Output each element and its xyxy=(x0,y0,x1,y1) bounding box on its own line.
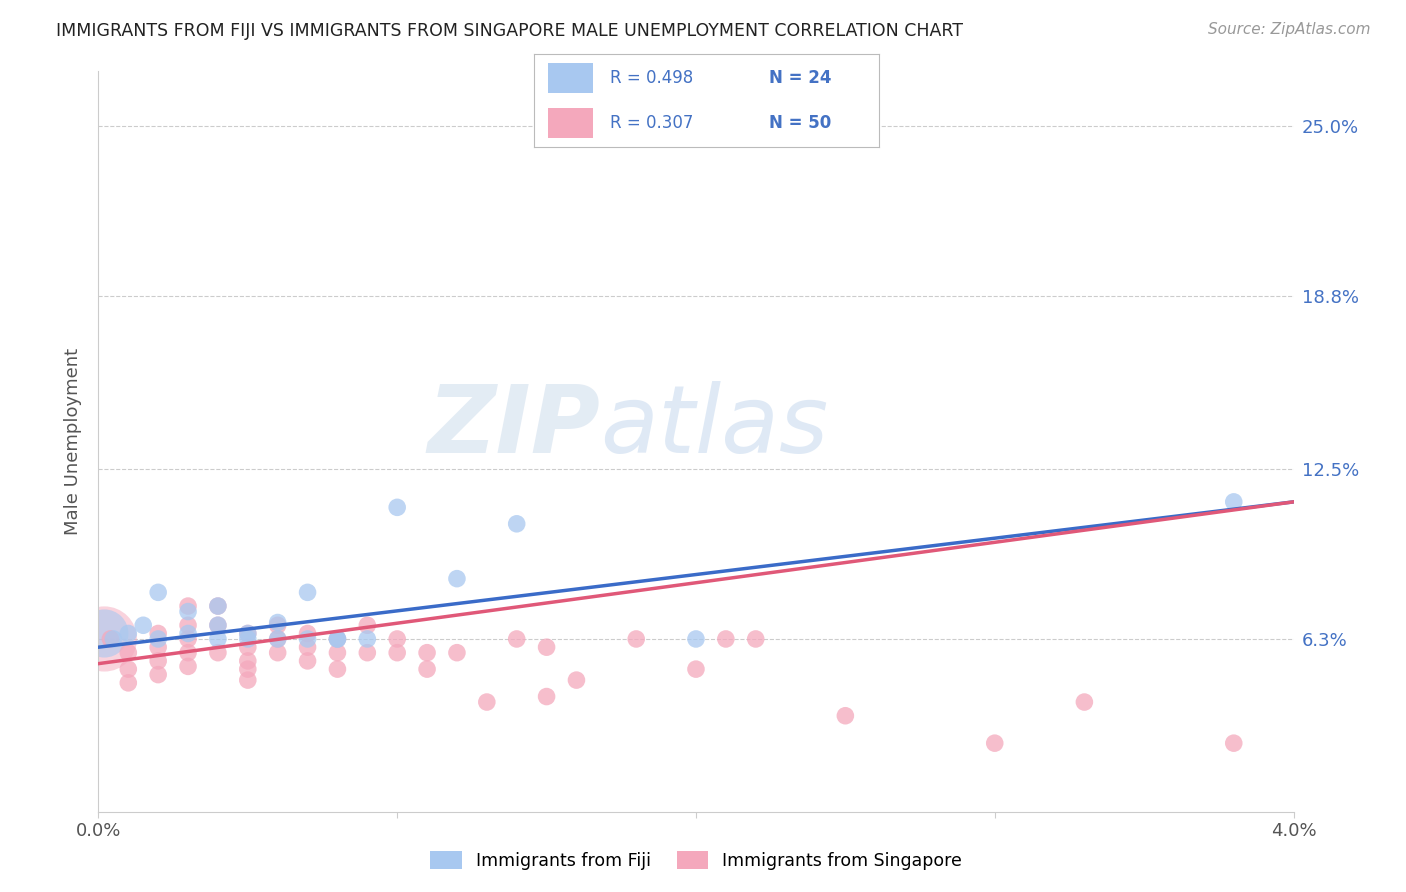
Point xyxy=(148,632,170,646)
Point xyxy=(326,632,349,646)
Point xyxy=(93,626,115,640)
Point xyxy=(385,646,409,660)
Point xyxy=(177,605,200,619)
Point xyxy=(1223,736,1246,750)
Point xyxy=(148,640,170,655)
Point xyxy=(326,632,349,646)
Point xyxy=(236,654,259,668)
Point xyxy=(207,632,229,646)
Legend: Immigrants from Fiji, Immigrants from Singapore: Immigrants from Fiji, Immigrants from Si… xyxy=(430,851,962,870)
Point xyxy=(536,640,558,655)
Point xyxy=(148,585,170,599)
Point xyxy=(98,632,122,646)
Point xyxy=(267,632,290,646)
Point xyxy=(626,632,648,646)
Point xyxy=(1223,495,1246,509)
Point xyxy=(177,626,200,640)
Point xyxy=(356,618,378,632)
Point xyxy=(385,500,409,515)
Point xyxy=(297,626,319,640)
Point xyxy=(117,676,139,690)
Point xyxy=(132,618,155,632)
Point xyxy=(297,632,319,646)
Point xyxy=(297,640,319,655)
Point xyxy=(177,599,200,613)
Point xyxy=(207,599,229,613)
Point xyxy=(177,646,200,660)
Point xyxy=(207,618,229,632)
Text: Source: ZipAtlas.com: Source: ZipAtlas.com xyxy=(1208,22,1371,37)
Bar xyxy=(548,108,593,138)
Point xyxy=(267,618,290,632)
Point xyxy=(236,662,259,676)
Point xyxy=(416,646,439,660)
Point xyxy=(236,626,259,640)
Point xyxy=(475,695,498,709)
Point xyxy=(297,654,319,668)
Point xyxy=(834,708,856,723)
Point xyxy=(685,632,707,646)
Point xyxy=(236,632,259,646)
Text: N = 24: N = 24 xyxy=(769,69,831,87)
Point xyxy=(148,667,170,681)
Point xyxy=(93,632,115,646)
Point xyxy=(117,626,139,640)
Point xyxy=(714,632,737,646)
Point xyxy=(326,646,349,660)
Point xyxy=(207,646,229,660)
Point xyxy=(267,615,290,630)
Point xyxy=(446,646,468,660)
Point xyxy=(297,585,319,599)
Bar xyxy=(548,63,593,93)
Point xyxy=(536,690,558,704)
Point xyxy=(207,618,229,632)
Text: R = 0.498: R = 0.498 xyxy=(610,69,693,87)
Point xyxy=(326,662,349,676)
Point xyxy=(236,640,259,655)
Text: R = 0.307: R = 0.307 xyxy=(610,114,693,132)
Point xyxy=(506,632,529,646)
Point xyxy=(236,626,259,640)
Text: ZIP: ZIP xyxy=(427,381,600,473)
Point xyxy=(506,516,529,531)
Point xyxy=(446,572,468,586)
Point xyxy=(177,659,200,673)
Text: IMMIGRANTS FROM FIJI VS IMMIGRANTS FROM SINGAPORE MALE UNEMPLOYMENT CORRELATION : IMMIGRANTS FROM FIJI VS IMMIGRANTS FROM … xyxy=(56,22,963,40)
Point xyxy=(148,626,170,640)
Point xyxy=(416,662,439,676)
Point xyxy=(267,632,290,646)
Point xyxy=(685,662,707,676)
Point xyxy=(236,673,259,687)
Point xyxy=(117,662,139,676)
Point xyxy=(207,599,229,613)
Point xyxy=(177,618,200,632)
Y-axis label: Male Unemployment: Male Unemployment xyxy=(63,348,82,535)
Point xyxy=(356,646,378,660)
Point xyxy=(1073,695,1095,709)
Point xyxy=(267,646,290,660)
Point xyxy=(984,736,1007,750)
Point xyxy=(177,632,200,646)
Text: N = 50: N = 50 xyxy=(769,114,831,132)
Point xyxy=(745,632,768,646)
Text: atlas: atlas xyxy=(600,381,828,472)
Point xyxy=(356,632,378,646)
Point xyxy=(148,654,170,668)
Point xyxy=(565,673,588,687)
Point xyxy=(117,646,139,660)
Point xyxy=(103,632,125,646)
Point xyxy=(385,632,409,646)
Point xyxy=(326,632,349,646)
